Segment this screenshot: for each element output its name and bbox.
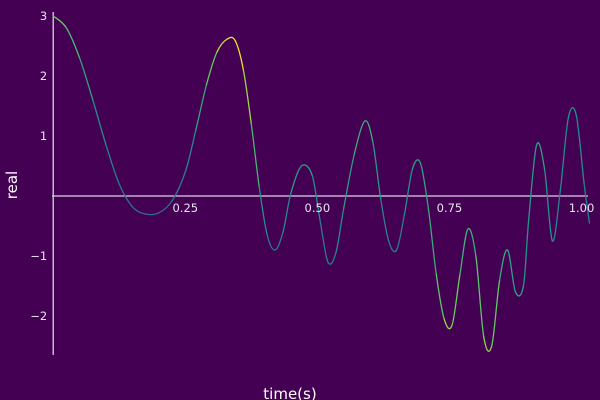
series-segment xyxy=(528,144,538,221)
series-segment xyxy=(171,171,186,202)
series-line xyxy=(52,15,591,352)
series-segment xyxy=(435,273,445,320)
series-segment xyxy=(92,99,107,146)
series-segment xyxy=(52,15,68,29)
series-segment xyxy=(388,240,398,253)
y-axis-title: real xyxy=(3,171,21,199)
series-segment xyxy=(282,192,292,233)
series-segment xyxy=(491,279,501,347)
series-segment xyxy=(105,144,120,185)
series-segment xyxy=(327,252,337,265)
series-segment xyxy=(184,129,197,173)
series-segment xyxy=(290,165,303,194)
y-tick-label: −2 xyxy=(30,309,47,323)
series-segment xyxy=(266,234,276,251)
x-tick-label: 0.75 xyxy=(437,201,463,215)
series-segment xyxy=(380,198,390,242)
x-tick-label: 0.25 xyxy=(172,201,198,215)
x-tick-label: 1.00 xyxy=(569,201,595,215)
y-tick-label: 1 xyxy=(40,129,47,143)
series-segment xyxy=(522,219,530,287)
series-segment xyxy=(353,120,366,155)
series-segment xyxy=(205,51,218,86)
series-segment xyxy=(311,174,321,221)
y-tick-label: 2 xyxy=(40,69,47,83)
y-tick-labels: −2 −1 1 2 3 xyxy=(30,9,47,323)
series-segment xyxy=(234,40,245,71)
series-segment xyxy=(372,141,382,200)
series-segment xyxy=(443,318,453,330)
x-tick-labels: 0.25 0.50 0.75 1.00 xyxy=(172,201,594,215)
series-segment xyxy=(575,114,585,185)
series-segment xyxy=(467,227,477,257)
series-segment xyxy=(403,168,414,215)
series-segment xyxy=(158,200,173,214)
series-segment xyxy=(451,273,461,326)
y-tick-label: −1 xyxy=(30,249,47,263)
series-segment xyxy=(535,142,546,170)
series-segment xyxy=(559,117,569,191)
series-segment xyxy=(411,159,422,170)
series-segment xyxy=(551,189,562,242)
series-segment xyxy=(131,206,147,215)
series-segment xyxy=(65,27,81,59)
series-segment xyxy=(335,207,345,254)
x-tick-label: 0.50 xyxy=(305,201,331,215)
series-segment xyxy=(216,38,229,53)
series-segment xyxy=(226,36,237,42)
series-segment xyxy=(319,219,329,263)
series-segment xyxy=(195,84,208,131)
series-segment xyxy=(145,212,160,216)
series-segment xyxy=(343,153,355,209)
series-segment xyxy=(118,183,134,208)
series-segment xyxy=(250,123,260,188)
series-segment xyxy=(419,162,429,209)
series-segment xyxy=(395,213,406,251)
series-segment xyxy=(583,183,591,224)
series-segment xyxy=(475,255,485,338)
series-segment xyxy=(258,186,268,236)
series-segment xyxy=(506,249,517,293)
series-segment xyxy=(242,69,252,125)
series-segment xyxy=(483,336,493,352)
series-segment xyxy=(300,164,313,176)
series-segment xyxy=(427,207,437,275)
series-segment xyxy=(459,228,469,275)
series-segment xyxy=(274,231,284,251)
series-segment xyxy=(514,285,525,297)
x-axis-title: time(s) xyxy=(263,385,316,400)
series-segment xyxy=(543,168,554,242)
series-segment xyxy=(498,249,509,281)
series-segment xyxy=(567,107,577,119)
y-tick-label: 3 xyxy=(40,9,47,23)
series-segment xyxy=(364,120,374,143)
series-segment xyxy=(78,57,94,101)
